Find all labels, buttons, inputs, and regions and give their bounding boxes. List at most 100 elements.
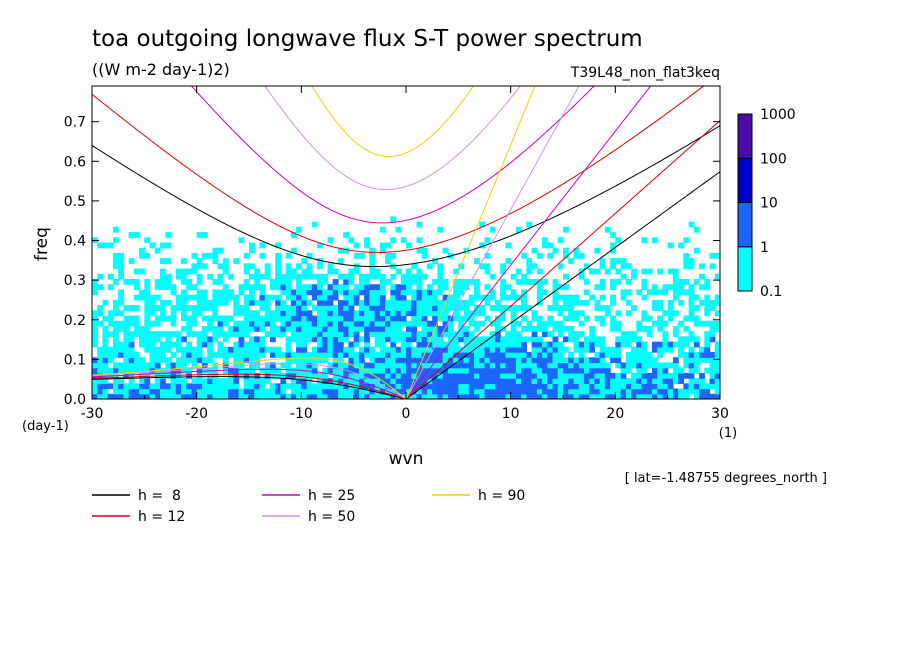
field-cell [526,352,533,358]
field-cell [217,331,224,337]
field-cell [369,320,376,327]
field-cell [437,372,444,379]
field-cell [243,393,250,399]
field-cell [573,247,580,254]
field-cell [196,305,203,311]
field-cell [191,346,198,353]
field-cell [259,242,266,249]
field-cell [322,346,329,353]
field-cell [536,289,543,296]
field-cell [144,331,151,337]
field-cell [683,388,690,395]
field-cell [583,289,590,296]
field-cell [395,294,402,301]
field-cell [494,320,501,327]
field-cell [139,289,145,296]
field-cell [374,284,381,291]
field-cell [385,252,391,259]
field-cell [714,252,720,259]
field-cell [191,305,198,311]
field-cell [426,362,433,369]
field-cell [385,305,391,311]
field-cell [149,346,156,353]
field-cell [358,383,365,390]
field-cell [604,362,611,369]
field-cell [353,352,360,358]
field-cell [201,252,208,259]
field-cell [212,289,219,296]
field-cell [489,331,496,337]
field-cell [306,299,313,306]
field-cell [484,237,491,244]
field-cell [385,362,391,369]
field-cell [385,383,391,390]
field-cell [390,367,397,374]
field-cell [222,263,229,270]
field-cell [296,352,302,358]
field-cell [547,367,554,374]
field-cell [191,284,198,291]
field-cell [123,372,130,379]
field-cell [170,320,177,327]
field-cell [144,372,151,379]
field-cell [249,247,255,254]
field-cell [531,352,538,358]
field-cell [222,331,229,337]
field-cell [285,310,292,317]
field-cell [463,372,470,379]
field-cell [358,388,365,395]
field-cell [254,273,261,280]
field-cell [364,388,370,395]
y-unit-label: (day-1) [22,419,69,434]
field-cell [688,294,695,301]
field-cell [552,367,559,374]
field-cell [112,237,119,244]
field-cell [306,315,313,322]
field-cell [118,289,124,296]
field-cell [306,383,313,390]
field-cell [332,268,339,275]
field-cell [243,331,250,337]
field-cell [144,393,151,399]
field-cell [646,388,653,395]
field-cell [688,258,695,264]
field-cell [160,299,166,306]
field-cell [374,294,381,301]
field-cell [385,320,391,327]
field-cell [463,388,470,395]
field-cell [186,325,193,332]
field-cell [406,242,412,249]
latitude-annotation: [ lat=-1.48755 degrees_north ] [625,471,827,486]
field-cell [343,315,350,322]
field-cell [175,383,182,390]
field-cell [625,336,632,343]
field-cell [406,325,412,332]
field-cell [542,367,548,374]
field-cell [180,258,187,264]
field-cell [212,305,219,311]
field-cell [343,336,350,343]
field-cell [348,367,355,374]
field-cell [479,346,486,353]
field-cell [269,315,276,322]
field-cell [123,279,130,285]
field-cell [296,357,302,364]
field-cell [552,393,559,399]
field-cell [233,367,240,374]
field-cell [568,315,575,322]
field-cell [416,237,423,244]
field-cell [526,367,533,374]
field-cell [343,346,350,353]
field-cell [275,284,281,291]
field-cell [604,372,611,379]
field-cell [531,383,538,390]
field-cell [358,352,365,358]
field-cell [406,378,412,384]
field-cell [531,367,538,374]
field-cell [112,352,119,358]
field-cell [421,325,428,332]
field-cell [327,299,334,306]
field-cell [400,378,407,384]
field-cell [154,352,161,358]
field-cell [186,346,193,353]
